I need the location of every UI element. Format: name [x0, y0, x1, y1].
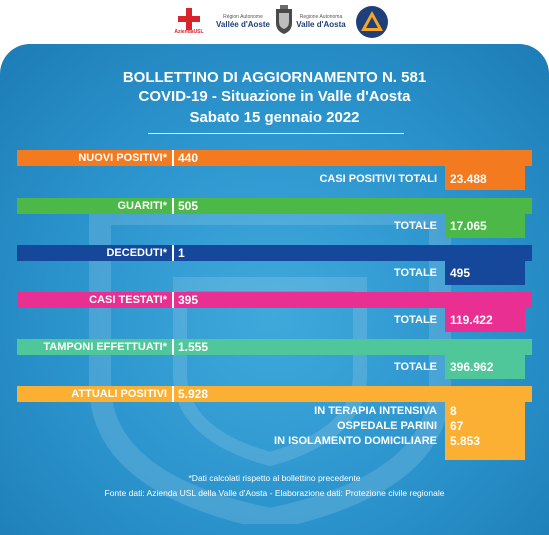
row-separator — [172, 150, 174, 166]
attuali-positivi-value: 5.928 — [178, 387, 209, 401]
nuovi-positivi-label: NUOVI POSITIVI* — [78, 152, 167, 164]
region-logo-it: Regione Autonoma Valle d'Aosta — [293, 5, 349, 39]
guariti-totale-label: TOTALE — [394, 220, 437, 232]
region-logo-small-text: Regione Autonoma — [299, 14, 343, 20]
region-logo-big-text: Valle d'Aosta — [296, 20, 346, 29]
deceduti-value: 1 — [178, 246, 185, 260]
title-divider — [148, 133, 404, 134]
crest-icon — [274, 5, 294, 35]
region-logo-big-text: Vallée d'Aoste — [216, 20, 270, 29]
casi-testati-label: CASI TESTATI* — [89, 294, 167, 306]
footnote-calculation: *Dati calcolati rispetto al bollettino p… — [188, 473, 361, 483]
casi-testati-value: 395 — [178, 293, 199, 307]
deceduti-row: DECEDUTI* 1 — [17, 245, 532, 261]
deceduti-label: DECEDUTI* — [106, 247, 167, 259]
nuovi-positivi-bar — [17, 150, 532, 166]
attuali-positivi-label: ATTUALI POSITIVI — [71, 388, 167, 400]
attuali-positivi-breakdown-box — [445, 402, 525, 460]
region-logo-small-text: Région Autonome — [223, 14, 263, 20]
guariti-totale-box — [445, 214, 525, 238]
casi-positivi-totali-box — [445, 166, 525, 190]
usl-logo-text: AziendaUSL — [174, 29, 204, 35]
casi-testati-totale-value: 119.422 — [450, 313, 493, 327]
casi-positivi-totali-value: 23.488 — [450, 172, 487, 186]
usl-logo: AziendaUSL — [160, 5, 218, 39]
deceduti-totale-value: 495 — [450, 266, 471, 280]
row-separator — [172, 245, 174, 261]
row-separator — [172, 339, 174, 355]
title-subject: COVID-19 - Situazione in Valle d'Aosta — [138, 88, 411, 105]
casi-testati-bar — [17, 292, 532, 308]
red-cross-icon — [178, 8, 200, 30]
casi-testati-row: CASI TESTATI* 395 — [17, 292, 532, 308]
tamponi-row: TAMPONI EFFETTUATI* 1.555 — [17, 339, 532, 355]
row-separator — [172, 386, 174, 402]
guariti-value: 505 — [178, 199, 199, 213]
tamponi-label: TAMPONI EFFETTUATI* — [43, 341, 167, 353]
tamponi-totale-box — [445, 355, 525, 379]
ospedale-parini-label: OSPEDALE PARINI — [336, 420, 437, 432]
guariti-row: GUARITI* 505 — [17, 198, 532, 214]
deceduti-totale-box — [445, 261, 525, 285]
guariti-totale-value: 17.065 — [450, 219, 487, 233]
isolamento-domiciliare-value: 5.853 — [450, 434, 481, 448]
ospedale-parini-value: 67 — [450, 419, 464, 433]
tamponi-bar — [17, 339, 532, 355]
casi-testati-totale-box — [445, 308, 525, 332]
nuovi-positivi-row: NUOVI POSITIVI* 440 — [17, 150, 532, 166]
title-date: Sabato 15 gennaio 2022 — [189, 109, 360, 126]
nuovi-positivi-value: 440 — [178, 151, 199, 165]
terapia-intensiva-value: 8 — [450, 404, 457, 418]
tamponi-value: 1.555 — [178, 340, 209, 354]
terapia-intensiva-label: IN TERAPIA INTENSIVA — [314, 405, 437, 417]
deceduti-bar — [17, 245, 532, 261]
casi-testati-totale-label: TOTALE — [394, 314, 437, 326]
guariti-bar — [17, 198, 532, 214]
region-logo-fr: Région Autonome Vallée d'Aoste — [215, 5, 271, 39]
bulletin-title: BOLLETTINO DI AGGIORNAMENTO N. 581 COVID… — [0, 68, 549, 127]
tamponi-totale-value: 396.962 — [450, 360, 494, 374]
protezione-civile-icon — [355, 5, 389, 39]
row-separator — [172, 292, 174, 308]
tamponi-totale-label: TOTALE — [394, 361, 437, 373]
isolamento-domiciliare-label: IN ISOLAMENTO DOMICILIARE — [274, 435, 437, 447]
footnote-source: Fonte dati: Azienda USL della Valle d'Ao… — [104, 488, 445, 498]
logo-header: AziendaUSL Région Autonome Vallée d'Aost… — [0, 0, 549, 44]
guariti-label: GUARITI* — [117, 200, 168, 212]
casi-positivi-totali-label: CASI POSITIVI TOTALI — [319, 173, 437, 185]
row-separator — [172, 198, 174, 214]
title-bulletin-number: BOLLETTINO DI AGGIORNAMENTO N. 581 — [122, 69, 427, 86]
attuali-positivi-bar — [17, 386, 532, 402]
deceduti-totale-label: TOTALE — [394, 267, 437, 279]
attuali-positivi-row: ATTUALI POSITIVI 5.928 — [17, 386, 532, 402]
